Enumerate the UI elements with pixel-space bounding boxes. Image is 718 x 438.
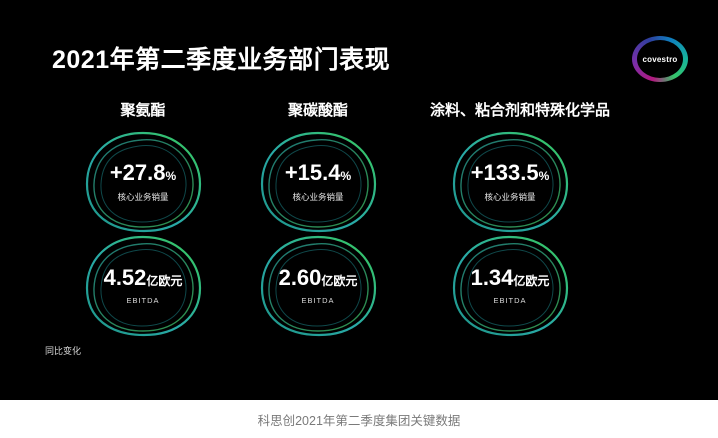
metric-sublabel-ebitda-3: EBITDA: [493, 296, 527, 305]
footnote: 同比变化: [45, 346, 82, 356]
metric-blob-volume-1: +27.8% 核心业务销量: [81, 128, 205, 236]
metric-unit: %: [165, 168, 177, 183]
metric-value-volume-2: +15.4%: [284, 159, 352, 185]
metric-blob-volume-3: +133.5% 核心业务销量: [448, 128, 572, 236]
metric-unit: 亿欧元: [513, 274, 550, 288]
metric-sublabel-volume-3: 核心业务销量: [484, 191, 536, 202]
metric-value-volume-1: +27.8%: [109, 159, 177, 185]
image-caption: 科思创2021年第二季度集团关键数据: [0, 400, 718, 438]
logo-wordmark: covestro: [642, 54, 678, 64]
metric-value-ebitda-1: 4.52亿欧元: [103, 265, 183, 290]
metric-blob-volume-2: +15.4% 核心业务销量: [256, 128, 380, 236]
metric-sublabel-ebitda-1: EBITDA: [126, 296, 160, 305]
metric-value-ebitda-2: 2.60亿欧元: [278, 265, 358, 290]
metric-blob-ebitda-1: 4.52亿欧元 EBITDA: [81, 232, 205, 340]
metric-sublabel-volume-2: 核心业务销量: [292, 191, 344, 202]
presentation-slide: 2021年第二季度业务部门表现 covestro 聚氨酯: [0, 0, 718, 400]
metric-unit: 亿欧元: [146, 274, 183, 288]
metric-blob-ebitda-2: 2.60亿欧元 EBITDA: [256, 232, 380, 340]
metric-value-volume-3: +133.5%: [470, 159, 550, 185]
metric-unit: %: [340, 168, 352, 183]
segment-label-3: 涂料、粘合剂和特殊化学品: [429, 102, 610, 119]
metric-value-ebitda-3: 1.34亿欧元: [470, 265, 550, 290]
metric-blob-ebitda-3: 1.34亿欧元 EBITDA: [448, 232, 572, 340]
segment-label-1: 聚氨酯: [120, 102, 166, 119]
metric-unit: 亿欧元: [321, 274, 358, 288]
page-title: 2021年第二季度业务部门表现: [52, 46, 391, 74]
logo-inner-disc: [637, 40, 683, 78]
metric-unit: %: [538, 168, 550, 183]
metric-sublabel-ebitda-2: EBITDA: [301, 296, 335, 305]
segment-label-2: 聚碳酸酯: [287, 102, 348, 119]
covestro-logo: covestro: [632, 36, 688, 82]
metric-sublabel-volume-1: 核心业务销量: [117, 191, 169, 202]
